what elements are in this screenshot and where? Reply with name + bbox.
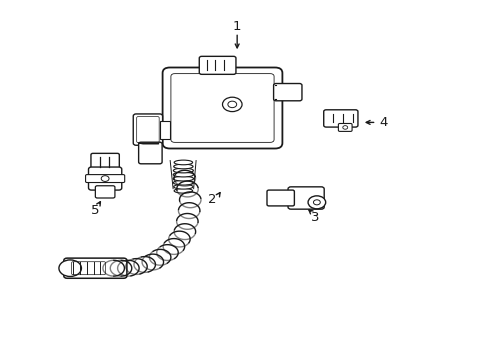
FancyBboxPatch shape	[162, 68, 282, 149]
Ellipse shape	[173, 176, 193, 181]
Text: 3: 3	[310, 211, 319, 224]
FancyBboxPatch shape	[139, 142, 162, 164]
Circle shape	[101, 176, 109, 181]
Ellipse shape	[173, 180, 193, 185]
Circle shape	[222, 97, 242, 112]
Polygon shape	[274, 85, 275, 99]
Ellipse shape	[174, 160, 192, 165]
Circle shape	[342, 126, 347, 129]
Ellipse shape	[173, 168, 193, 173]
FancyBboxPatch shape	[63, 258, 127, 278]
FancyBboxPatch shape	[273, 84, 302, 101]
FancyBboxPatch shape	[323, 110, 357, 127]
FancyBboxPatch shape	[199, 57, 235, 75]
Ellipse shape	[173, 184, 193, 189]
FancyBboxPatch shape	[91, 153, 119, 171]
FancyBboxPatch shape	[88, 167, 122, 190]
FancyBboxPatch shape	[133, 114, 162, 145]
Text: 5: 5	[91, 204, 100, 217]
FancyBboxPatch shape	[95, 186, 115, 198]
Circle shape	[227, 101, 236, 108]
Ellipse shape	[174, 189, 192, 193]
FancyBboxPatch shape	[266, 190, 294, 206]
Circle shape	[313, 200, 320, 205]
Circle shape	[307, 196, 325, 209]
Text: 4: 4	[379, 116, 387, 129]
FancyBboxPatch shape	[85, 175, 124, 183]
Polygon shape	[138, 143, 159, 144]
Ellipse shape	[173, 172, 193, 177]
Text: 1: 1	[232, 21, 241, 33]
FancyBboxPatch shape	[338, 123, 351, 131]
Polygon shape	[159, 121, 170, 139]
Ellipse shape	[173, 164, 193, 169]
Text: 2: 2	[208, 193, 217, 206]
Circle shape	[59, 260, 81, 276]
FancyBboxPatch shape	[287, 187, 324, 209]
